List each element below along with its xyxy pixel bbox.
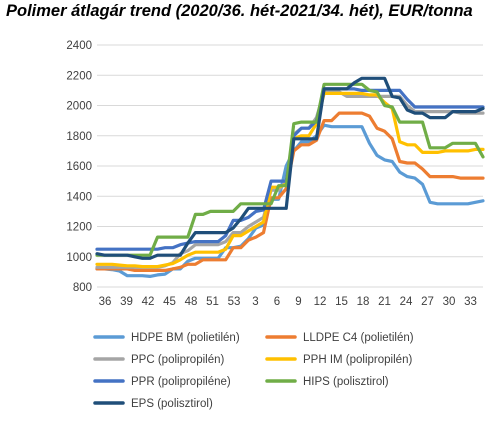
x-tick-label: 51 (206, 296, 219, 308)
legend-label-2: LLDPE C4 (polietilén) (303, 332, 414, 344)
y-tick-label: 1200 (66, 222, 92, 234)
y-tick-label: 800 (73, 282, 92, 294)
x-axis-tick-labels: 36 39 42 45 48 51 53 3 6 9 12 15 18 21 24 27 30 33 (99, 296, 477, 308)
y-tick-label: 2000 (66, 101, 92, 113)
x-tick-label: 39 (120, 296, 133, 308)
x-tick-label: 45 (163, 296, 176, 308)
x-tick-label: 18 (357, 296, 370, 308)
x-tick-label: 12 (314, 296, 327, 308)
legend-label-1: HDPE BM (polietilén) (131, 332, 240, 344)
x-tick-label: 3 (252, 296, 258, 308)
series-line-6 (95, 82, 485, 257)
x-tick-label: 9 (295, 296, 301, 308)
y-axis-tick-labels: 800 1000 1200 1400 1600 1800 2000 2200 2400 (66, 40, 92, 294)
x-tick-label: 6 (274, 296, 280, 308)
y-tick-label: 1000 (66, 252, 92, 264)
x-tick-label: 21 (378, 296, 391, 308)
y-tick-label: 1600 (66, 161, 92, 173)
legend-label-6: HIPS (polisztirol) (303, 376, 389, 388)
series-line-7 (95, 76, 485, 260)
x-tick-label: 30 (443, 296, 456, 308)
y-tick-label: 2400 (66, 40, 92, 52)
x-tick-label: 24 (400, 296, 413, 308)
y-tick-label: 1400 (66, 191, 92, 203)
series-lines (95, 76, 485, 278)
legend-label-4: PPH IM (polipropilén) (303, 354, 412, 366)
x-tick-label: 36 (99, 296, 112, 308)
legend-label-3: PPC (polipropilén) (131, 354, 224, 366)
legend: HDPE BM (polietilén) LLDPE C4 (polietilén… (93, 332, 414, 410)
x-tick-label: 42 (142, 296, 155, 308)
x-tick-label: 33 (464, 296, 477, 308)
y-tick-label: 1800 (66, 131, 92, 143)
x-tick-label: 15 (335, 296, 348, 308)
x-tick-label: 27 (421, 296, 434, 308)
x-tick-label: 48 (185, 296, 198, 308)
x-tick-label: 53 (228, 296, 241, 308)
legend-label-5: PPR (polipropiléne) (131, 376, 231, 388)
y-tick-label: 2200 (66, 70, 92, 82)
chart-title: Polimer átlagár trend (2020/36. hét-2021… (6, 2, 473, 20)
legend-label-7: EPS (polisztirol) (131, 398, 213, 410)
